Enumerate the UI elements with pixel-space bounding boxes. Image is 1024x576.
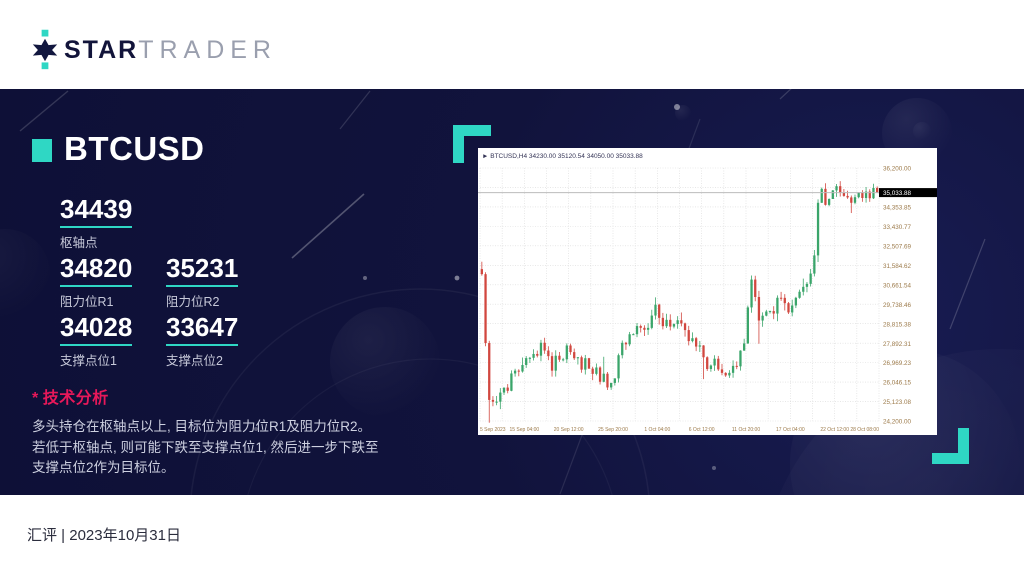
svg-text:34,353.85: 34,353.85 xyxy=(883,205,912,212)
svg-text:29,738.46: 29,738.46 xyxy=(883,302,912,309)
svg-text:36,200.00: 36,200.00 xyxy=(883,166,912,173)
svg-text:24,200.00: 24,200.00 xyxy=(883,419,912,426)
svg-text:27,892.31: 27,892.31 xyxy=(883,341,912,348)
svg-text:26,969.23: 26,969.23 xyxy=(883,360,912,367)
svg-text:11 Oct 20:00: 11 Oct 20:00 xyxy=(732,427,760,433)
svg-text:26,046.15: 26,046.15 xyxy=(883,380,912,387)
svg-text:15 Sep 04:00: 15 Sep 04:00 xyxy=(509,427,539,433)
svg-text:35,033.88: 35,033.88 xyxy=(883,190,912,197)
svg-text:► BTCUSD,H4 34230.00 35120.54: ► BTCUSD,H4 34230.00 35120.54 34050.00 3… xyxy=(482,153,643,160)
svg-text:20 Sep 12:00: 20 Sep 12:00 xyxy=(554,427,584,433)
svg-text:33,430.77: 33,430.77 xyxy=(883,224,912,231)
svg-text:17 Oct 04:00: 17 Oct 04:00 xyxy=(776,427,805,433)
svg-text:6 Oct 12:00: 6 Oct 12:00 xyxy=(689,427,715,433)
svg-text:31,584.62: 31,584.62 xyxy=(883,263,912,270)
svg-text:30,661.54: 30,661.54 xyxy=(883,282,912,289)
svg-text:25,123.08: 25,123.08 xyxy=(883,399,912,406)
svg-text:25 Sep 20:00: 25 Sep 20:00 xyxy=(598,427,628,433)
svg-text:28 Oct 08:00: 28 Oct 08:00 xyxy=(850,427,879,433)
svg-text:22 Oct 12:00: 22 Oct 12:00 xyxy=(820,427,849,433)
svg-text:28,815.38: 28,815.38 xyxy=(883,321,912,328)
svg-text:5 Sep 2023: 5 Sep 2023 xyxy=(480,427,506,433)
svg-text:1 Oct 04:00: 1 Oct 04:00 xyxy=(644,427,670,433)
svg-text:32,507.69: 32,507.69 xyxy=(883,243,912,250)
